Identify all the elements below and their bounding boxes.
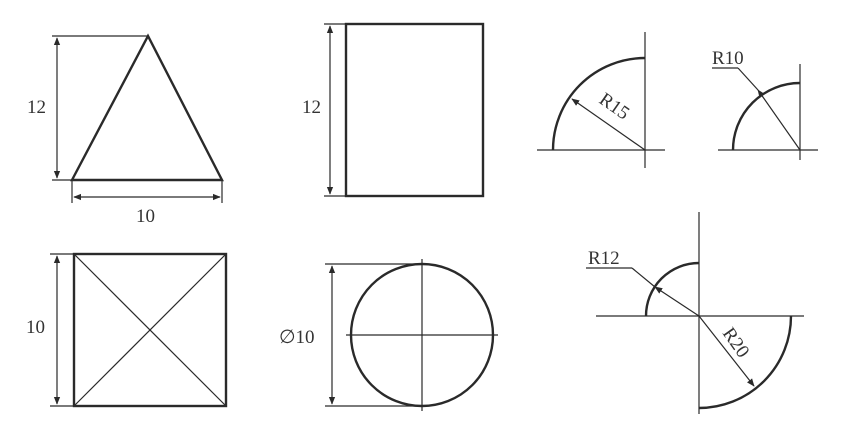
double-arc-large-radius-arrow [698,315,755,387]
arc-large-radius-arrow [571,98,646,151]
double-arc-large-radius-label: R20 [718,324,753,362]
double-arc-figure: R12 R20 [586,212,804,414]
square-shape [72,252,228,408]
arc-small-radius-label: R10 [712,48,744,69]
square-diagonal-2 [73,253,227,407]
arc-large-curve [551,56,646,151]
triangle-figure: 12 10 [27,33,224,227]
triangle-height-label: 12 [27,97,46,118]
triangle-width-label: 10 [136,206,155,227]
arc-small-curve [731,81,801,151]
double-arc-large-curve [698,315,793,410]
double-arc-small-curve [644,261,700,317]
double-arc-small-leader-line [631,267,656,288]
quarter-arc-small-figure: R10 [712,48,818,160]
square-figure: 10 [26,252,228,408]
quarter-arc-large-figure: R15 [537,32,665,168]
rectangle-figure: 12 [302,22,485,198]
arc-small-radius-arrow [757,89,801,151]
rectangle-shape [344,22,485,198]
double-arc-small-radius-label: R12 [588,248,620,269]
circle-diameter-label: ∅10 [279,327,315,348]
double-arc-small-radius-arrow [654,286,700,317]
arc-small-leader-line [737,67,759,91]
rectangle-height-label: 12 [302,97,321,118]
triangle-shape [70,33,224,182]
square-height-label: 10 [26,317,45,338]
circle-figure: ∅10 [279,259,498,411]
